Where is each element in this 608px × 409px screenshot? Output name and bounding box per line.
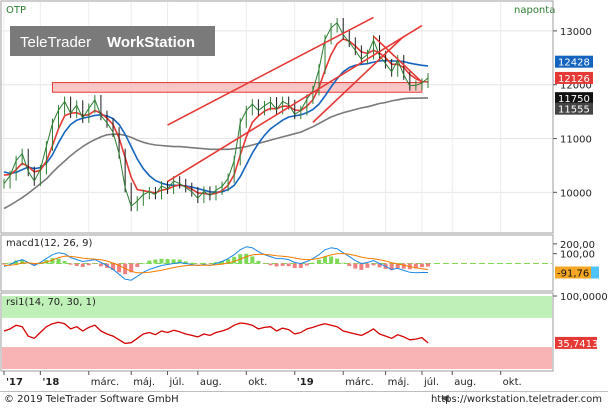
macd-histogram-bar <box>244 254 248 264</box>
macd-histogram-bar <box>81 264 85 267</box>
macd-histogram-bar <box>275 264 279 267</box>
macd-histogram-bar <box>402 264 406 269</box>
watermark: TeleTrader WorkStation <box>10 26 215 56</box>
x-axis-label: aug. <box>454 377 476 388</box>
macd-histogram-bar <box>420 264 424 268</box>
price-axis-label: 11000 <box>560 135 592 146</box>
macd-histogram-bar <box>329 256 333 263</box>
x-axis-label: júl. <box>169 376 185 388</box>
price-panel: TeleTrader WorkStation OTP naponta 13000… <box>1 1 593 233</box>
macd-histogram-bar <box>365 264 369 268</box>
macd-histogram-bar <box>250 256 254 263</box>
macd-histogram-bar <box>87 264 91 266</box>
macd-histogram-bar <box>135 264 139 267</box>
rsi-axis-label: 100,0000 <box>560 292 608 303</box>
rsi-title: rsi1(14, 70, 30, 1) <box>6 297 96 308</box>
rsi-badge: 35,7413 <box>555 337 598 350</box>
macd-histogram-bar <box>2 264 6 265</box>
macd-histogram-bar <box>153 260 157 264</box>
price-badge-label: 12428 <box>558 58 590 69</box>
footer-bar: © 2019 TeleTrader Software GmbH ◀ https:… <box>0 391 608 409</box>
macd-histogram-bar <box>359 264 363 270</box>
macd-title: macd1(12, 26, 9) <box>6 238 93 249</box>
x-axis-label: '18 <box>42 377 59 388</box>
resistance-band <box>52 83 421 93</box>
macd-histogram-bar <box>147 261 151 264</box>
macd-histogram-bar <box>69 264 73 265</box>
macd-histogram-bar <box>75 264 79 266</box>
price-axis-label: 13000 <box>560 27 592 38</box>
macd-histogram-bar <box>57 259 61 264</box>
x-axis-label: '17 <box>6 377 23 388</box>
macd-histogram-bar <box>353 264 357 269</box>
macd-histogram-bar <box>256 261 260 264</box>
macd-badge-accent <box>591 266 599 278</box>
x-axis-label: júl. <box>423 376 439 388</box>
instrument-title: OTP <box>6 5 26 16</box>
price-badge-label: 11555 <box>558 105 590 116</box>
macd-histogram-bar <box>166 259 170 263</box>
macd-histogram-bar <box>232 257 236 264</box>
x-axis-label: aug. <box>200 377 222 388</box>
macd-histogram-bar <box>202 263 206 264</box>
x-axis-label: máj. <box>133 376 155 388</box>
macd-histogram-bar <box>281 264 285 266</box>
macd-histogram-bar <box>426 264 430 267</box>
macd-badge-label: -91,76 <box>557 268 589 279</box>
macd-histogram-bar <box>269 264 273 266</box>
macd-histogram-bar <box>305 264 309 266</box>
price-axis-label: 10000 <box>560 188 592 199</box>
macd-histogram-bar <box>335 259 339 264</box>
macd-histogram-bar <box>287 264 291 267</box>
macd-histogram-bar <box>99 264 103 267</box>
rsi-panel: rsi1(14, 70, 30, 1) 100,0000 35,7413 <box>1 292 608 371</box>
resistance-band-rect <box>52 83 421 93</box>
macd-histogram-bar <box>63 261 67 263</box>
x-axis-label: okt. <box>503 377 522 388</box>
macd-histogram-bar <box>341 263 345 264</box>
rsi-badge-label: 35,7413 <box>557 339 598 350</box>
macd-histogram-bar <box>293 264 297 269</box>
x-axis-label: '19 <box>297 377 314 388</box>
website-link[interactable]: https://workstation.teletrader.com <box>431 394 602 405</box>
macd-histogram-bar <box>371 264 375 266</box>
macd-axis-label: 100,00 <box>560 250 595 261</box>
macd-histogram-bar <box>299 264 303 268</box>
macd-histogram-bar <box>323 257 327 264</box>
period-label[interactable]: naponta <box>514 5 555 16</box>
x-axis-label: máj. <box>388 376 410 388</box>
macd-histogram-bar <box>317 260 321 264</box>
x-axis-label: okt. <box>248 377 267 388</box>
price-badge-label: 12126 <box>558 74 590 85</box>
macd-histogram-bar <box>347 264 351 266</box>
watermark-text-prefix: TeleTrader <box>20 34 91 51</box>
rsi-oversold-zone <box>2 347 552 369</box>
teletrader-chart: TeleTrader WorkStation OTP naponta 13000… <box>0 0 608 392</box>
watermark-text-bold: WorkStation <box>107 34 195 51</box>
macd-histogram-bar <box>311 263 315 264</box>
copyright-text: © 2019 TeleTrader Software GmbH <box>4 394 179 405</box>
x-axis-label: márc. <box>345 376 373 388</box>
x-axis-label: márc. <box>91 376 119 388</box>
macd-badge: -91,76 <box>555 266 599 279</box>
macd-histogram-bar <box>159 259 163 264</box>
macd-histogram-bar <box>190 263 194 264</box>
